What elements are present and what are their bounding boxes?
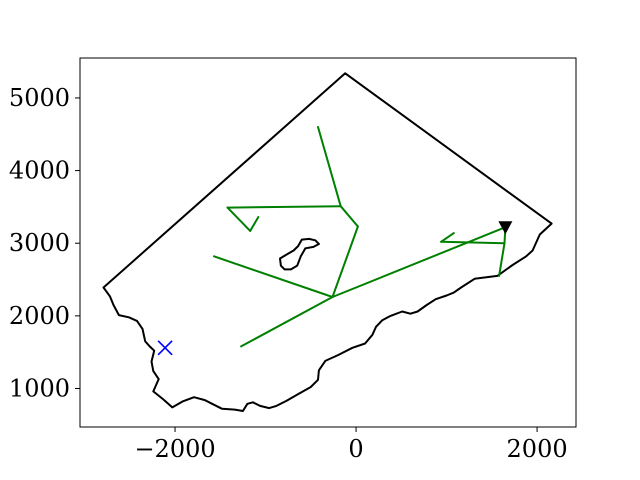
path-segment-0 [240,296,334,348]
x-tick-label: 2000 [507,435,568,463]
marker-layer [157,221,513,356]
start-marker-stroke [157,340,173,356]
path-segment-7 [226,206,252,232]
path-segment-3 [331,225,359,298]
y-tick-label: 2000 [9,302,70,330]
path-segment-12 [498,242,506,277]
path-segment-6 [226,205,342,209]
y-tick-label: 3000 [9,229,70,257]
y-tick-label: 4000 [9,157,70,185]
path-segment-10 [440,240,506,245]
boundary-outline [102,72,553,412]
path-segment-2 [331,226,507,298]
tick-layer: −2000 0 2000 1000 2000 3000 4000 5000 [9,84,568,463]
x-tick-label: 0 [348,435,363,463]
y-tick-label: 5000 [9,84,70,112]
x-tick-label: −2000 [134,435,215,463]
goal-marker-triangle [498,221,513,235]
obstacle-outline [279,237,320,271]
start-marker-x [157,340,173,356]
path-segment-1 [213,255,334,298]
path-segment-5 [317,126,342,208]
path-segment-4 [339,205,359,228]
y-tick-label: 1000 [9,375,70,403]
axes-frame [79,57,577,428]
path-segment-8 [249,216,260,232]
path-segment-11 [440,232,455,243]
